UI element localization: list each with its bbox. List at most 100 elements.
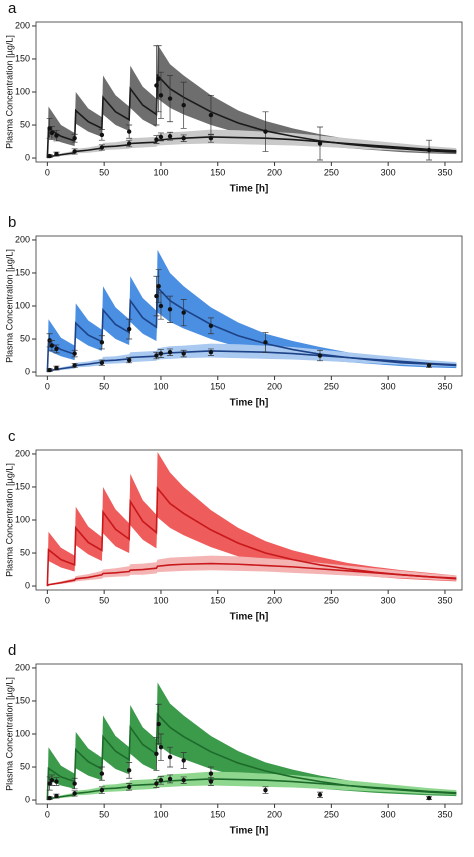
y-tick-label: 50 xyxy=(20,761,30,771)
observation xyxy=(154,751,159,757)
observation xyxy=(49,130,55,136)
x-tick-label: 200 xyxy=(267,595,282,605)
panel: a 0 50 100 150 200 0 50 100 150 200 250 300 350 Time [… xyxy=(4,0,463,195)
y-tick-label: 200 xyxy=(15,662,30,672)
observation xyxy=(47,126,52,131)
observation xyxy=(263,129,268,134)
y-tick-label: 200 xyxy=(15,234,30,244)
x-tick-label: 250 xyxy=(324,381,339,391)
y-axis-title: Plasma Concentration [µg/L] xyxy=(4,463,14,577)
x-tick-label: 200 xyxy=(267,381,282,391)
y-tick-label: 150 xyxy=(15,695,30,705)
y-tick-label: 100 xyxy=(15,514,30,524)
observation xyxy=(167,134,173,139)
y-tick-label: 0 xyxy=(25,580,30,590)
observation xyxy=(72,363,77,368)
median-line xyxy=(46,562,457,587)
x-axis-title: Time [h] xyxy=(230,184,269,195)
observation xyxy=(158,134,164,140)
x-tick-label: 150 xyxy=(210,809,225,819)
x-tick-label: 350 xyxy=(437,381,452,391)
observation xyxy=(208,350,214,355)
panel: d 0 50 100 150 200 0 50 100 150 200 250 300 350 Time [… xyxy=(4,642,463,837)
panel-label: c xyxy=(8,428,16,445)
x-tick-label: 50 xyxy=(99,595,109,605)
y-tick-label: 100 xyxy=(15,300,30,310)
y-tick-label: 50 xyxy=(20,547,30,557)
observation xyxy=(208,323,214,329)
x-tick-label: 300 xyxy=(381,167,396,177)
x-axis-title: Time [h] xyxy=(230,398,269,409)
observation xyxy=(154,83,159,88)
observation xyxy=(47,153,52,159)
observation xyxy=(208,136,214,141)
observation xyxy=(181,103,186,108)
observation xyxy=(72,351,77,356)
observation xyxy=(99,360,105,365)
panel: b 0 50 100 150 200 0 50 100 150 200 250 300 350 Time [… xyxy=(4,214,463,409)
observation xyxy=(54,346,59,352)
y-axis-title: Plasma Concentration [µg/L] xyxy=(4,249,14,363)
y-tick-label: 150 xyxy=(15,53,30,63)
observation xyxy=(54,793,59,799)
panel: c 0 50 100 150 200 0 50 100 150 200 250 300 350 Time [… xyxy=(4,428,463,623)
observation xyxy=(54,151,59,157)
observation xyxy=(126,784,132,790)
y-tick-label: 0 xyxy=(25,366,30,376)
x-tick-label: 250 xyxy=(324,595,339,605)
observation xyxy=(154,781,159,786)
y-axis-title: Plasma Concentration [µg/L] xyxy=(4,35,14,149)
observation xyxy=(167,776,173,782)
x-tick-label: 100 xyxy=(153,167,168,177)
observation xyxy=(72,149,77,154)
x-tick-label: 0 xyxy=(45,167,50,177)
x-tick-label: 0 xyxy=(45,595,50,605)
prediction-band xyxy=(47,343,457,373)
y-tick-label: 100 xyxy=(15,86,30,96)
panel-label: b xyxy=(8,214,16,231)
y-tick-label: 50 xyxy=(20,119,30,129)
y-axis-title: Plasma Concentration [µg/L] xyxy=(4,677,14,791)
observation xyxy=(181,758,186,763)
x-tick-label: 50 xyxy=(99,167,109,177)
prediction-band xyxy=(47,555,457,587)
y-tick-label: 0 xyxy=(25,794,30,804)
observation xyxy=(167,350,173,355)
x-tick-label: 200 xyxy=(267,809,282,819)
observation xyxy=(126,141,132,146)
y-tick-label: 150 xyxy=(15,267,30,277)
observation xyxy=(154,353,159,358)
observation xyxy=(426,363,432,368)
x-tick-label: 50 xyxy=(99,809,109,819)
x-tick-label: 350 xyxy=(437,809,452,819)
y-tick-label: 200 xyxy=(15,448,30,458)
x-tick-label: 50 xyxy=(99,381,109,391)
prediction-band xyxy=(47,129,457,159)
observation xyxy=(181,136,186,141)
y-tick-label: 100 xyxy=(15,728,30,738)
observation xyxy=(167,754,173,760)
observation xyxy=(317,353,323,358)
observation xyxy=(99,771,105,776)
observation xyxy=(156,283,161,289)
x-tick-label: 100 xyxy=(153,809,168,819)
observation xyxy=(181,778,186,783)
observation xyxy=(156,721,161,727)
observation xyxy=(263,787,268,793)
x-tick-label: 100 xyxy=(153,381,168,391)
y-tick-label: 200 xyxy=(15,20,30,30)
observation xyxy=(72,136,77,141)
observation xyxy=(167,96,173,101)
x-tick-label: 150 xyxy=(210,167,225,177)
observation xyxy=(72,791,77,796)
observation xyxy=(99,145,105,150)
observation xyxy=(426,795,432,801)
panel-label: a xyxy=(8,0,17,17)
x-tick-label: 300 xyxy=(381,381,396,391)
observation xyxy=(99,132,105,138)
observation xyxy=(263,340,268,345)
observation xyxy=(167,307,173,312)
x-tick-label: 350 xyxy=(437,167,452,177)
x-axis-title: Time [h] xyxy=(230,612,269,623)
